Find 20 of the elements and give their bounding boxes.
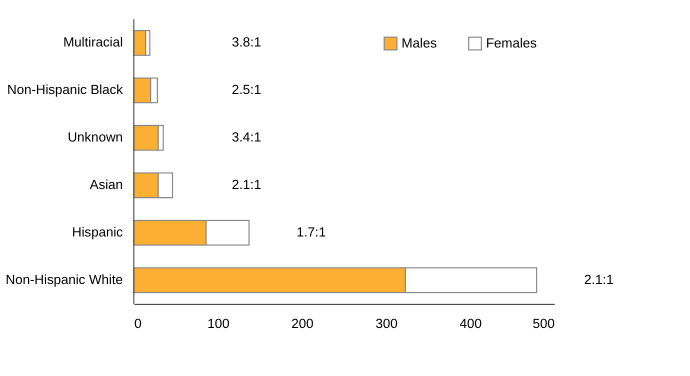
- x-tick-label: 0: [134, 316, 142, 332]
- annotation: 2.1:1: [232, 177, 262, 192]
- y-tick-label: Hispanic: [72, 224, 124, 240]
- text: 2.1:1: [584, 272, 614, 287]
- y-tick-label: Non-Hispanic White: [6, 272, 123, 287]
- annotation: 3.4:1: [232, 130, 262, 145]
- y-tick-label: Unknown: [68, 130, 123, 145]
- y-tick-label: Non-Hispanic Black: [7, 82, 124, 98]
- x-tick-label: 400: [460, 316, 482, 332]
- legend-label: Males: [401, 35, 438, 50]
- legend-label: Females: [486, 35, 538, 50]
- annotation: 1.7:1: [296, 224, 326, 240]
- x-tick-label: 200: [291, 316, 314, 332]
- y-tick-label: Asian: [90, 177, 123, 192]
- x-tick-label: 300: [376, 316, 398, 332]
- y-tick-label: Multiracial: [63, 34, 123, 50]
- annotation: 3.8:1: [232, 34, 262, 50]
- x-tick-label: 100: [207, 316, 230, 332]
- annotation: 2.5:1: [232, 82, 262, 98]
- x-tick-label: 500: [532, 316, 555, 332]
